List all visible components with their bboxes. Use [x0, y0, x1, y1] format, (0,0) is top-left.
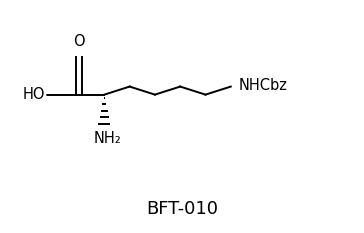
Text: NHCbz: NHCbz — [238, 78, 287, 93]
Text: O: O — [73, 34, 85, 49]
Text: BFT-010: BFT-010 — [146, 200, 218, 218]
Text: NH₂: NH₂ — [94, 131, 122, 147]
Text: HO: HO — [23, 87, 46, 102]
